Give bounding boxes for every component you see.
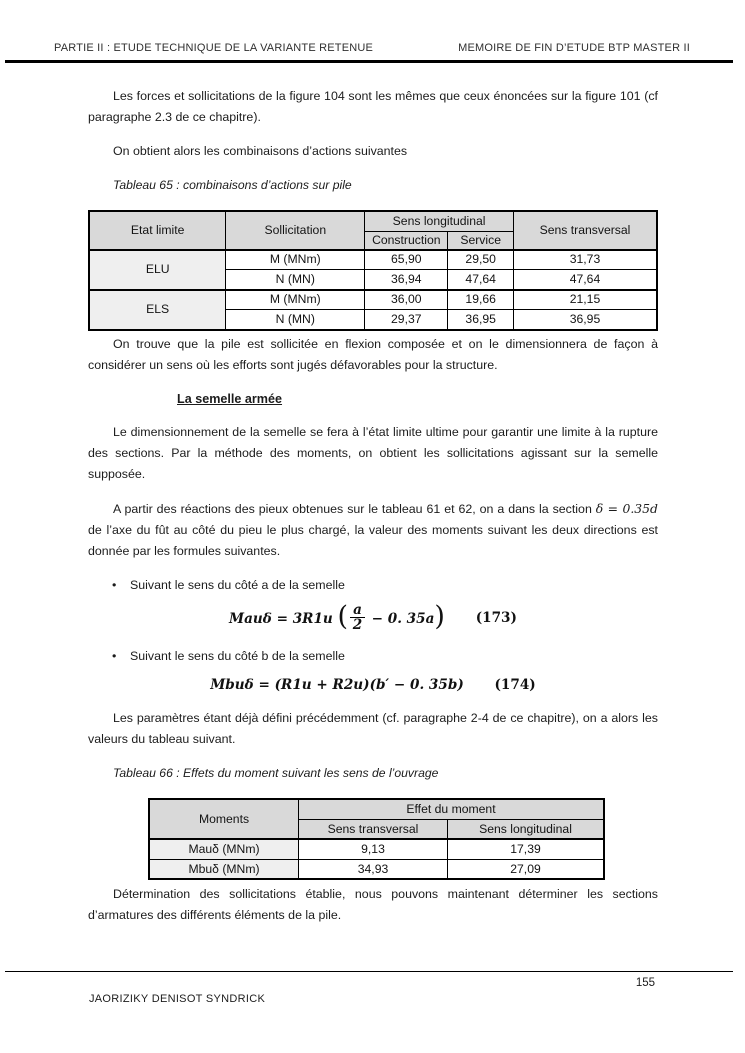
cell-value: 47,64: [512, 269, 658, 290]
bullet-icon: •: [112, 577, 117, 592]
cell-value: 27,09: [447, 858, 605, 880]
col-header-sens-longitudinal: Sens longitudinal: [364, 210, 514, 232]
cell-value: 36,95: [447, 309, 514, 330]
cell-value: 34,93: [298, 858, 448, 880]
table-row: Etat limite Sollicitation Sens longitudi…: [88, 210, 658, 250]
bullet-text: Suivant le sens du côté b de la semelle: [130, 649, 345, 664]
cell-value: 36,94: [364, 269, 449, 290]
col-header-construction: Construction: [364, 230, 449, 250]
cell-sollicitation: N (MN): [225, 269, 366, 290]
formula-173-rest: − 0. 35a: [371, 610, 435, 627]
cell-value: 9,13: [298, 838, 448, 860]
table66-caption: Tableau 66 : Effets du moment suivant le…: [113, 766, 439, 781]
paragraph-parametres: Les paramètres étant déjà défini précéde…: [88, 711, 658, 747]
table-row: Sens transversal Sens longitudinal: [149, 818, 605, 840]
table-row: Mbuδ (MNm) 34,93 27,09: [148, 858, 605, 880]
cell-value: 36,95: [512, 309, 658, 330]
cell-value: 19,66: [447, 288, 514, 310]
col-header-moments: Moments: [148, 798, 299, 840]
table-row: Moments Effet du moment: [148, 798, 605, 840]
cell-value: 29,50: [447, 248, 514, 270]
table-row: ELS M (MNm) 36,00 19,66 21,15: [88, 288, 658, 330]
paren-open: (: [337, 601, 349, 633]
paragraph-combinaisons: On obtient alors les combinaisons d’acti…: [113, 144, 408, 158]
cell-etat-elu: ELU: [88, 248, 227, 290]
cell-value: 31,73: [512, 248, 658, 270]
table-row: N (MN) 29,37 36,95 36,95: [89, 309, 658, 330]
col-header-effet-moment: Effet du moment: [298, 798, 605, 820]
page-content: Les forces et sollicitations de la figur…: [88, 86, 658, 939]
cell-value: 65,90: [364, 248, 449, 270]
fraction-denominator: 2: [352, 617, 363, 634]
page-number: 155: [635, 977, 655, 989]
cell-value: 47,64: [447, 269, 514, 290]
cell-sollicitation: M (MNm): [225, 288, 366, 310]
footer-rule: [5, 971, 733, 972]
col-header-sens-transversal: Sens transversal: [512, 210, 658, 250]
col-header-service: Service: [447, 230, 514, 250]
col-header-etat-limite: Etat limite: [88, 210, 227, 250]
cell-value: 17,39: [447, 838, 605, 860]
paragraph-flexion: On trouve que la pile est sollicitée en …: [88, 336, 658, 372]
col-header-sens-transversal: Sens transversal: [298, 818, 448, 840]
cell-value: 36,00: [364, 288, 449, 310]
table-row: Construction Service: [89, 230, 657, 250]
inline-math-delta: δ = 0.35d: [595, 500, 658, 516]
running-header-right: MEMOIRE DE FIN D’ETUDE BTP MASTER II: [458, 42, 690, 54]
formula-174-body: Mbuδ = (R1u + R2u)(b′ − 0. 35b): [210, 677, 464, 694]
paragraph-reactions-pre: A partir des réactions des pieux obtenue…: [113, 501, 596, 516]
bullet-text: Suivant le sens du côté a de la semelle: [130, 577, 345, 592]
header-rule: [5, 60, 733, 63]
cell-sollicitation: M (MNm): [225, 248, 366, 270]
bullet-item-cote-a: • Suivant le sens du côté a de la semell…: [112, 575, 658, 596]
table-row: ELU M (MNm) 65,90 29,50 31,73: [88, 248, 658, 290]
cell-value: 21,15: [512, 288, 658, 310]
bullet-item-cote-b: • Suivant le sens du côté b de la semell…: [112, 646, 658, 667]
bullet-icon: •: [112, 649, 117, 664]
cell-sollicitation: N (MN): [225, 309, 366, 330]
col-header-sens-longitudinal: Sens longitudinal: [447, 818, 605, 840]
table-row: Mauδ (MNm) 9,13 17,39: [148, 838, 605, 860]
footer-author: JAORIZIKY DENISOT SYNDRICK: [89, 993, 266, 1005]
equation-number: (173): [475, 610, 517, 627]
cell-value: 29,37: [364, 309, 449, 330]
table65-caption: Tableau 65 : combinaisons d’actions sur …: [113, 178, 352, 192]
paren-close: ): [434, 601, 445, 633]
table-effets-moment: Moments Effet du moment Sens transversal…: [148, 798, 605, 881]
formula-173: Mauδ = 3R1u (a 2 − 0. 35a) (173): [88, 601, 658, 635]
paragraph-determination: Détermination des sollicitations établie…: [88, 887, 658, 923]
table-combinaisons-actions: Etat limite Sollicitation Sens longitudi…: [88, 210, 658, 331]
paragraph-reactions: A partir des réactions des pieux obtenue…: [88, 498, 658, 562]
cell-mbud-label: Mbuδ (MNm): [148, 858, 299, 880]
section-heading-semelle: La semelle armée: [177, 391, 283, 406]
paragraph-dimensionnement: Le dimensionnement de la semelle se fera…: [88, 424, 658, 481]
equation-number: (174): [494, 677, 536, 694]
running-header: PARTIE II : ETUDE TECHNIQUE DE LA VARIAN…: [54, 42, 690, 54]
cell-etat-els: ELS: [88, 288, 227, 330]
fraction-numerator: a: [350, 602, 365, 619]
running-header-left: PARTIE II : ETUDE TECHNIQUE DE LA VARIAN…: [54, 42, 374, 54]
formula-174: Mbuδ = (R1u + R2u)(b′ − 0. 35b) (174): [88, 675, 658, 696]
formula-173-lhs: Mauδ = 3R1u: [229, 610, 333, 627]
cell-maud-label: Mauδ (MNm): [148, 838, 299, 860]
col-header-sollicitation: Sollicitation: [225, 210, 366, 250]
paragraph-reactions-post: de l’axe du fût au côté du pieu le plus …: [88, 522, 658, 558]
paragraph-forces: Les forces et sollicitations de la figur…: [88, 89, 658, 124]
